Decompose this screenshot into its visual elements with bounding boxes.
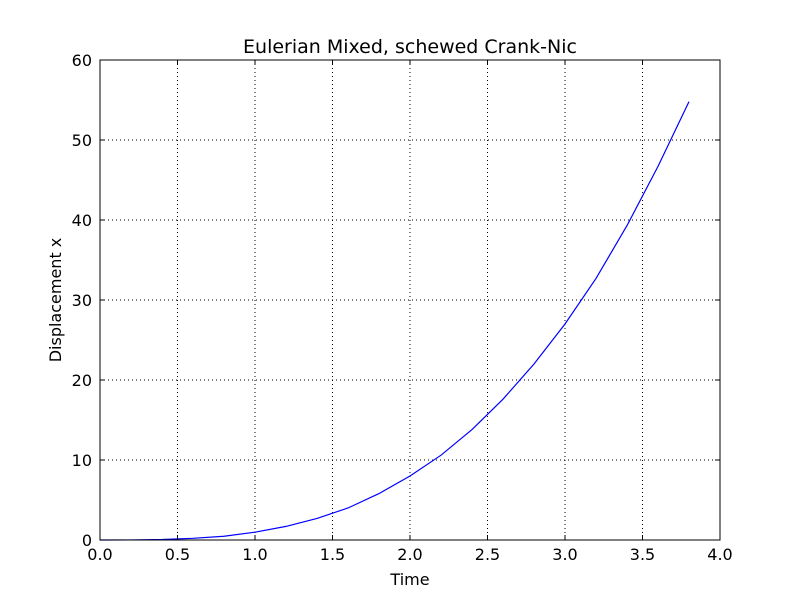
y-tick-label: 50 (72, 131, 92, 150)
grid-lines (100, 60, 720, 540)
y-tick-label: 60 (72, 51, 92, 70)
series-layer (99, 101, 690, 541)
y-tick-label: 30 (72, 291, 92, 310)
y-tick-label: 10 (72, 451, 92, 470)
x-axis-label: Time (389, 570, 429, 589)
x-tick-label: 3.0 (552, 545, 577, 564)
x-tick-label: 0.5 (165, 545, 190, 564)
x-tick-label: 3.5 (630, 545, 655, 564)
x-tick-label: 2.0 (397, 545, 422, 564)
x-tick-label: 2.5 (475, 545, 500, 564)
y-tick-label: 40 (72, 211, 92, 230)
series-line (99, 101, 690, 541)
x-tick-label: 1.0 (242, 545, 267, 564)
y-axis-label: Displacement x (46, 238, 65, 363)
x-tick-label: 1.5 (320, 545, 345, 564)
y-tick-label: 20 (72, 371, 92, 390)
chart-title: Eulerian Mixed, schewed Crank-Nic (243, 36, 577, 58)
x-tick-label: 0.0 (87, 545, 112, 564)
x-tick-label: 4.0 (707, 545, 732, 564)
y-tick-label: 0 (82, 531, 92, 550)
axis-ticks: 0.0 0.5 1.0 1.5 2.0 2.5 3.0 3.5 4.0 0 10 20 30 40 50 60 (72, 51, 733, 564)
